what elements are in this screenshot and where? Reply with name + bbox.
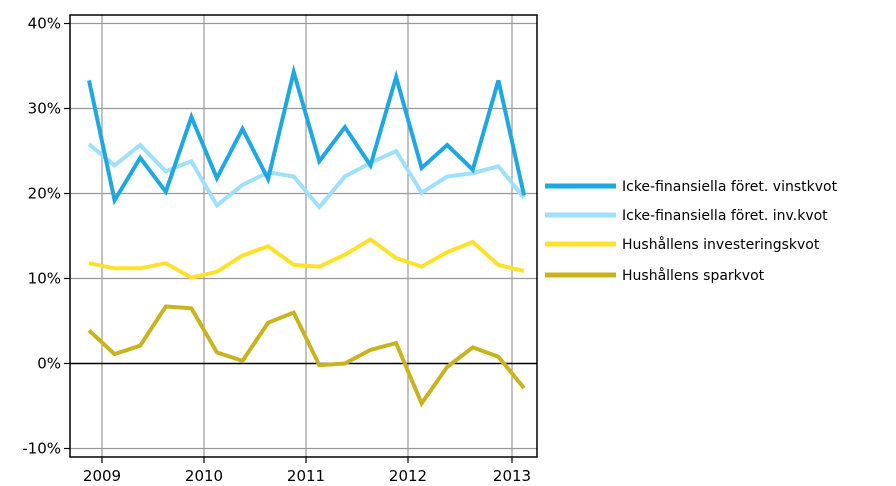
y-tick-label: -10%	[22, 440, 61, 458]
x-tick-label: 2012	[389, 467, 427, 485]
x-axis: 2009 2010 2011 2012 2013	[83, 457, 531, 485]
y-tick-label: 30%	[28, 100, 61, 118]
series-line-1	[87, 64, 526, 206]
x-tick-label: 2011	[287, 467, 325, 485]
legend-label: Icke-finansiella föret. inv.kvot	[622, 208, 828, 224]
y-tick-label: 10%	[28, 270, 61, 288]
y-axis: 40% 30% 20% 10% 0% -10%	[22, 15, 70, 458]
x-tick-label: 2010	[185, 467, 223, 485]
y-tick-label: 0%	[37, 355, 61, 373]
series-line-2	[87, 142, 526, 211]
y-tick-label: 40%	[28, 15, 61, 33]
legend-label: Hushållens investeringskvot	[622, 236, 820, 253]
series-lines	[87, 64, 526, 408]
x-tick-label: 2013	[493, 467, 531, 485]
legend-label: Hushållens sparkvot	[622, 267, 765, 284]
legend-label: Icke-finansiella föret. vinstkvot	[622, 179, 838, 195]
series-line-4	[87, 304, 526, 408]
plot-area	[69, 14, 538, 458]
x-tick-label: 2009	[83, 467, 121, 485]
y-tick-label: 20%	[28, 185, 61, 203]
gridlines	[70, 15, 537, 457]
legend: Icke-finansiella föret. vinstkvot Icke-fi…	[545, 179, 838, 284]
series-line-3	[88, 237, 525, 280]
